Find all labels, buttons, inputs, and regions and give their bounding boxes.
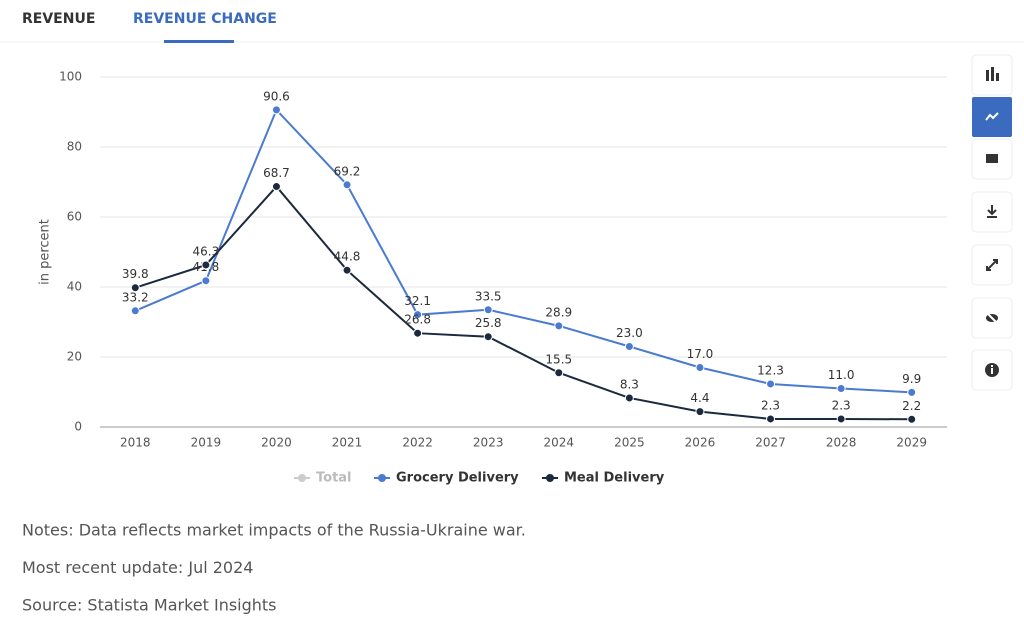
- legend-item[interactable]: Total: [294, 471, 352, 486]
- data-label: 33.5: [475, 289, 502, 303]
- data-label: 8.3: [620, 377, 639, 391]
- data-label: 11.0: [828, 368, 855, 382]
- data-point: [766, 379, 776, 389]
- icon: [986, 154, 998, 163]
- data-label: 4.4: [690, 391, 709, 405]
- data-label: 68.7: [263, 166, 290, 180]
- icon: [987, 205, 997, 218]
- icon: [986, 259, 998, 271]
- icon: [991, 67, 994, 81]
- icon: [996, 73, 999, 81]
- note: Notes: Data reflects market impacts of t…: [22, 521, 526, 540]
- data-point: [836, 384, 846, 393]
- y-tick-label: 60: [67, 210, 82, 224]
- x-tick-label: 2022: [402, 436, 433, 450]
- legend-label: Total: [316, 471, 352, 486]
- data-point: [907, 414, 917, 424]
- data-label: 28.9: [545, 305, 572, 319]
- data-point: [201, 260, 211, 270]
- icon: [991, 368, 993, 374]
- data-label: 23.0: [616, 326, 643, 340]
- x-tick-label: 2018: [120, 436, 151, 450]
- legend-item[interactable]: Grocery Delivery: [374, 471, 519, 486]
- data-point: [271, 182, 281, 192]
- data-point: [413, 310, 423, 320]
- data-label: 46.3: [193, 244, 220, 258]
- x-tick-label: 2025: [614, 436, 645, 450]
- note: Most recent update: Jul 2024: [22, 558, 253, 577]
- y-tick-label: 40: [67, 280, 82, 294]
- legend-swatch: [378, 474, 386, 482]
- data-point: [766, 414, 776, 424]
- y-tick-label: 20: [67, 350, 82, 364]
- data-label: 25.8: [475, 316, 502, 330]
- toolbar: [971, 54, 1013, 391]
- data-label: 2.3: [832, 398, 851, 412]
- legend-item[interactable]: Meal Delivery: [542, 471, 665, 486]
- x-tick-label: 2020: [261, 436, 292, 450]
- data-label: 32.1: [404, 294, 431, 308]
- y-tick-label: 100: [59, 70, 82, 84]
- data-point: [342, 265, 352, 275]
- legend-label: Meal Delivery: [564, 471, 665, 486]
- y-tick-label: 0: [74, 420, 82, 434]
- data-label: 44.8: [334, 250, 361, 264]
- data-label: 69.2: [334, 164, 361, 178]
- icon: [985, 112, 999, 121]
- data-point: [554, 368, 564, 378]
- data-point: [130, 283, 140, 293]
- data-point: [624, 393, 634, 403]
- data-label: 39.8: [122, 267, 149, 281]
- data-point: [624, 342, 634, 351]
- x-tick-label: 2027: [755, 436, 786, 450]
- data-point: [413, 328, 423, 338]
- series-line: [134, 185, 912, 421]
- data-point: [483, 332, 493, 342]
- icon: [985, 311, 999, 325]
- data-point: [836, 414, 846, 424]
- icon: [986, 70, 989, 81]
- data-label: 9.9: [902, 372, 921, 386]
- data-point: [483, 305, 493, 315]
- icon: [991, 365, 993, 367]
- data-label: 2.2: [902, 399, 921, 413]
- data-point: [695, 363, 705, 372]
- data-label: 90.6: [263, 89, 290, 103]
- tab-active[interactable]: REVENUE CHANGE: [133, 11, 277, 27]
- y-tick-label: 80: [67, 140, 82, 154]
- legend-swatch: [546, 474, 554, 482]
- data-label: 12.3: [757, 363, 784, 377]
- data-label: 15.5: [545, 352, 572, 366]
- x-tick-label: 2019: [191, 436, 222, 450]
- tab[interactable]: REVENUE: [22, 11, 95, 27]
- y-axis-label: in percent: [38, 219, 53, 285]
- data-label: 26.8: [404, 313, 431, 327]
- data-label: 33.2: [122, 290, 149, 304]
- series-line: [134, 108, 912, 394]
- data-point: [130, 306, 140, 316]
- data-point: [271, 105, 281, 115]
- data-point: [201, 276, 211, 286]
- data-point: [342, 180, 352, 190]
- legend-label: Grocery Delivery: [396, 471, 519, 486]
- x-tick-label: 2029: [896, 436, 927, 450]
- data-label: 2.3: [761, 398, 780, 412]
- data-point: [554, 321, 564, 331]
- data-point: [907, 387, 917, 397]
- tab-underline: [164, 40, 234, 43]
- x-tick-label: 2024: [544, 436, 575, 450]
- x-tick-label: 2028: [826, 436, 857, 450]
- note: Source: Statista Market Insights: [22, 596, 277, 615]
- x-tick-label: 2021: [332, 436, 363, 450]
- x-tick-label: 2023: [473, 436, 504, 450]
- data-label: 17.0: [687, 347, 714, 361]
- data-point: [695, 407, 705, 417]
- legend-swatch: [298, 474, 306, 482]
- x-tick-label: 2026: [685, 436, 716, 450]
